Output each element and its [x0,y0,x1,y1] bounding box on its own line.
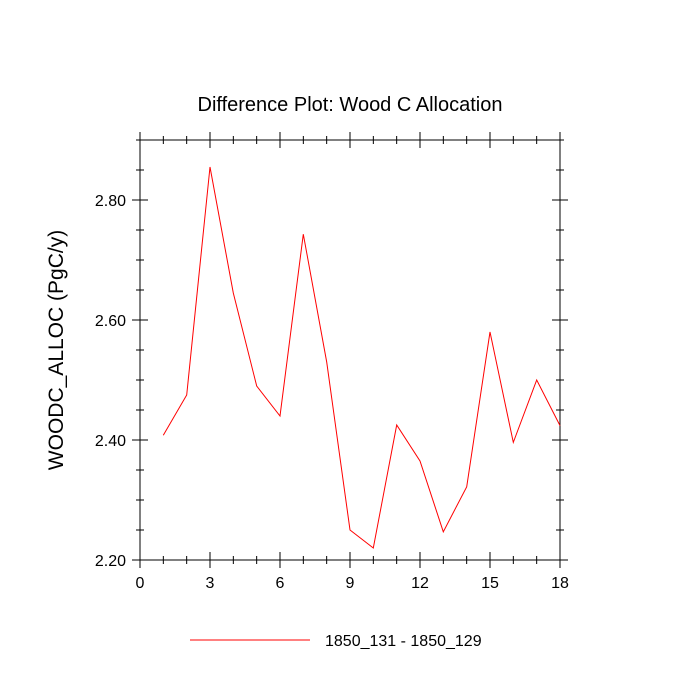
y-tick-label: 2.40 [95,433,126,450]
x-tick-label: 15 [481,575,499,592]
plot-frame [139,139,561,561]
y-axis-label: WOODC_ALLOC (PgC/y) [45,230,68,470]
chart-title: Difference Plot: Wood C Allocation [198,94,503,116]
x-tick-label: 12 [411,575,429,592]
x-tick-label: 18 [551,575,569,592]
x-tick-label: 9 [346,575,355,592]
y-tick-label: 2.80 [95,193,126,210]
x-tick-label: 3 [206,575,215,592]
data-series [162,166,561,549]
axis-tick-labels: 0 3 6 9 12 15 18 2.20 2.40 2.60 2.80 [95,193,569,592]
series-line [162,166,561,549]
legend-label: 1850_131 - 1850_129 [325,633,482,650]
legend: 1850_131 - 1850_129 [190,633,482,650]
y-tick-label: 2.60 [95,313,126,330]
y-tick-label: 2.20 [95,553,126,570]
x-tick-label: 0 [136,575,145,592]
axis-ticks [132,132,568,568]
x-tick-label: 6 [276,575,285,592]
